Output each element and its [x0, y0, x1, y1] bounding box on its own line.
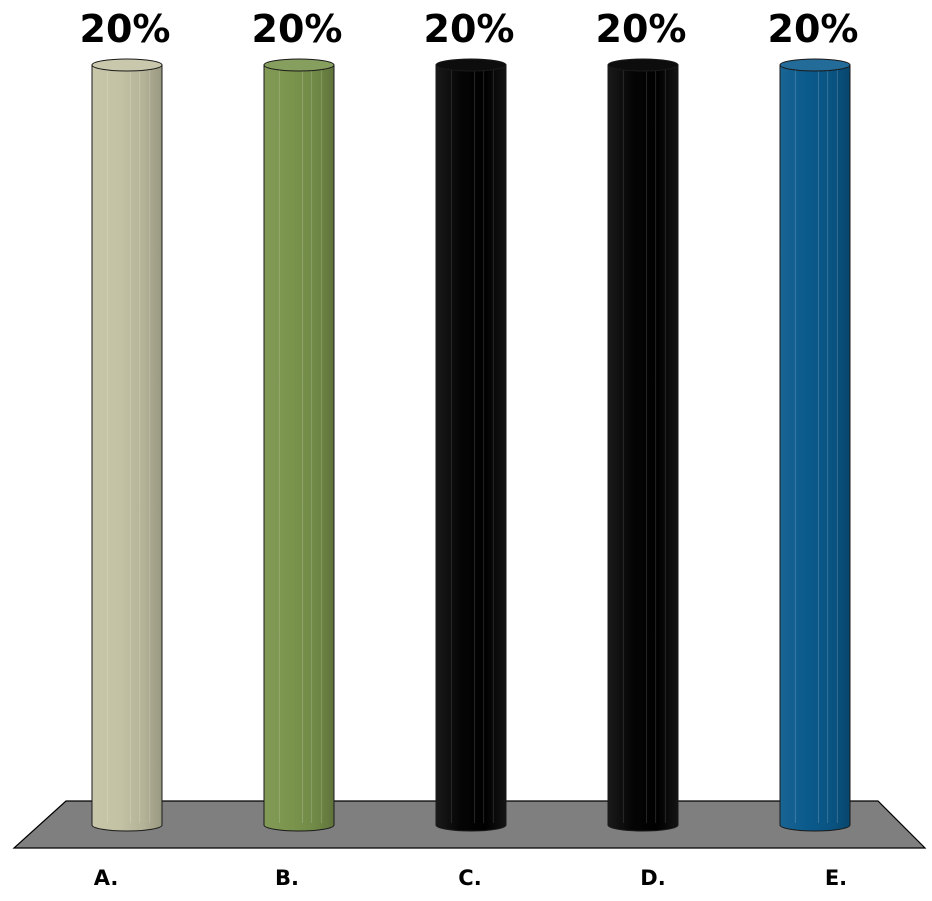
bar-e [779, 58, 851, 832]
value-label-e: 20% [768, 7, 859, 51]
bar-cap-d [607, 58, 679, 72]
bar-d [607, 58, 679, 832]
value-labels: 20% 20% 20% 20% 20% [80, 7, 859, 51]
category-label-c: C. [458, 866, 481, 890]
value-label-a: 20% [80, 7, 171, 51]
bar-cap-b [263, 58, 335, 72]
bar-cap-e [779, 58, 851, 72]
bar-b [263, 58, 335, 832]
category-label-a: A. [94, 866, 119, 890]
bar-c [435, 58, 507, 832]
bar-body-e [779, 64, 851, 832]
value-label-d: 20% [596, 7, 687, 51]
bar-a [91, 58, 163, 832]
category-label-d: D. [640, 866, 665, 890]
category-label-b: B. [275, 866, 299, 890]
bar-body-a [91, 64, 163, 832]
bar-body-b [263, 64, 335, 832]
bar-body-d [607, 64, 679, 832]
bar-body-c [435, 64, 507, 832]
bar-cap-c [435, 58, 507, 72]
value-label-b: 20% [252, 7, 343, 51]
category-label-e: E. [825, 866, 847, 890]
bars [91, 58, 851, 832]
category-labels: A. B. C. D. E. [94, 866, 847, 890]
value-label-c: 20% [424, 7, 515, 51]
bar-cap-a [91, 58, 163, 72]
